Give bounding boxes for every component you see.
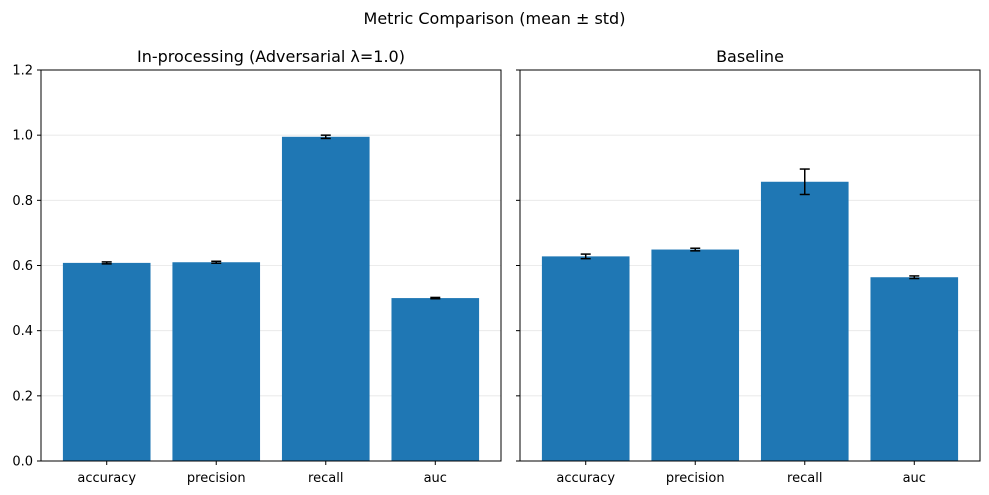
- bar-auc: [391, 298, 480, 461]
- y-tick-label: 0.0: [12, 455, 33, 470]
- y-tick-label: 0.8: [12, 194, 33, 209]
- bar-auc: [870, 277, 959, 461]
- x-tick-label-auc: auc: [903, 471, 926, 486]
- chart-panel-in-processing: In-processing (Adversarial λ=1.0) 0.0 0.2…: [12, 47, 502, 486]
- bar-recall: [281, 136, 370, 461]
- error-bar-auc: [430, 296, 441, 300]
- y-tick-label: 0.6: [12, 259, 33, 274]
- bar-accuracy: [62, 262, 151, 461]
- error-bar-accuracy: [101, 261, 112, 265]
- bar-precision: [172, 262, 261, 461]
- chart-title: Baseline: [716, 47, 784, 66]
- chart-panel-baseline: Baseline accuracy precision recall auc: [516, 47, 981, 486]
- y-tick-label: 1.2: [12, 64, 33, 79]
- bar-recall: [760, 181, 849, 461]
- x-tick-label-precision: precision: [187, 471, 246, 486]
- error-bar-recall: [799, 168, 810, 196]
- x-tick-label-recall: recall: [787, 471, 822, 486]
- bar-precision: [651, 249, 740, 461]
- x-tick-label-accuracy: accuracy: [556, 471, 615, 486]
- y-tick-label: 1.0: [12, 129, 33, 144]
- x-tick-label-auc: auc: [424, 471, 447, 486]
- suptitle: Metric Comparison (mean ± std): [364, 9, 626, 28]
- error-bar-precision: [690, 247, 701, 252]
- y-tick-label: 0.4: [12, 324, 33, 339]
- y-tick-label: 0.2: [12, 389, 33, 404]
- x-tick-label-recall: recall: [308, 471, 343, 486]
- bar-accuracy: [541, 256, 630, 461]
- error-bar-accuracy: [580, 253, 591, 260]
- chart-title: In-processing (Adversarial λ=1.0): [137, 47, 405, 66]
- x-tick-label-accuracy: accuracy: [77, 471, 136, 486]
- error-bar-auc: [909, 275, 920, 280]
- error-bar-recall: [320, 134, 331, 140]
- x-tick-label-precision: precision: [666, 471, 725, 486]
- error-bar-precision: [211, 260, 222, 264]
